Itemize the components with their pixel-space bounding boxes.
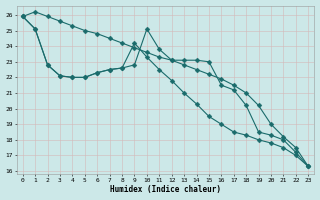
- X-axis label: Humidex (Indice chaleur): Humidex (Indice chaleur): [110, 185, 221, 194]
